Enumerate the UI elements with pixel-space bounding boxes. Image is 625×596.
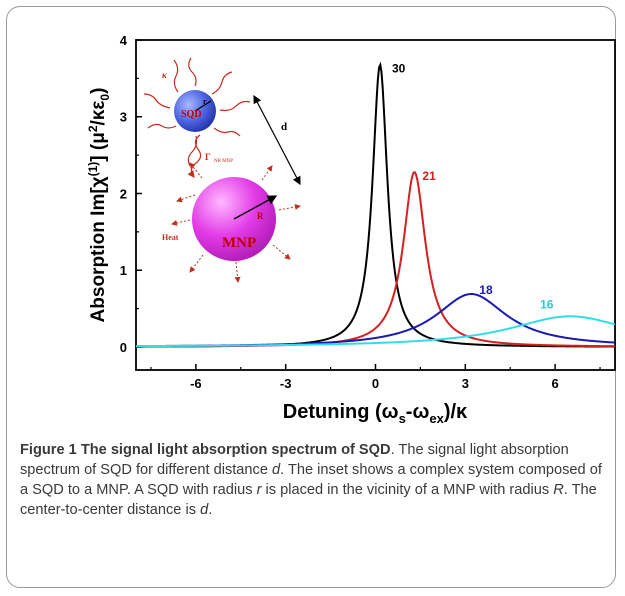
y-axis-ticks: 0 1 2 3 4 <box>120 33 142 355</box>
mnp-label: MNP <box>222 235 256 251</box>
series-group <box>136 61 615 348</box>
caption-text-3: is placed in the vicinity of a MNP with … <box>261 482 554 498</box>
caption-d-1: d <box>272 462 281 478</box>
x-tick-label: 6 <box>552 376 559 391</box>
series-label-18: 18 <box>479 283 493 297</box>
caption-r: r <box>256 482 262 498</box>
sqd-emission-rays <box>143 57 251 167</box>
caption-text-4: . The center-to-center distance is <box>20 482 597 518</box>
peak-labels: 30 21 18 16 <box>392 62 554 312</box>
chart: -6 -3 0 3 6 0 1 2 3 4 30 21 18 16 Detuning (ωs-ωex)… <box>86 33 616 426</box>
mnp-radius-line <box>233 195 278 220</box>
y-tick-label: 1 <box>120 263 127 278</box>
caption-text-2: . The inset shows a complex system compo… <box>20 462 602 498</box>
mnp-radius-label: R <box>257 211 264 221</box>
x-tick-label: -6 <box>190 376 202 391</box>
sqd-radius-line <box>194 100 212 112</box>
y-tick-label: 4 <box>120 33 128 48</box>
series-label-16: 16 <box>540 297 554 311</box>
sqd-label: SQD <box>181 109 202 120</box>
distance-arrow <box>253 94 301 186</box>
x-tick-label: 0 <box>372 376 379 391</box>
distance-label: d <box>281 121 287 133</box>
y-tick-label: 0 <box>120 340 127 355</box>
gamma-sub-label: NR MNP <box>214 159 233 164</box>
inset-diagram: κ r SQD Γ NR MNP R MNP Heat d <box>143 57 301 283</box>
y-axis-title: Absorption Im[χ(1)] (μ2/κε0) <box>86 88 112 323</box>
coupling-wave <box>187 134 202 178</box>
y-tick-label: 2 <box>120 186 127 201</box>
series-label-30: 30 <box>392 62 406 76</box>
x-tick-label: -3 <box>280 376 292 391</box>
caption-title: Figure 1 The signal light absorption spe… <box>20 442 391 458</box>
caption-d-2: d <box>200 502 209 518</box>
x-axis-ticks: -6 -3 0 3 6 <box>150 364 601 391</box>
series-line-16 <box>136 315 615 348</box>
caption-text-1: . The signal light absorption spectrum o… <box>20 442 569 478</box>
figure-card <box>6 6 616 588</box>
heat-label: Heat <box>162 233 179 242</box>
caption-R: R <box>553 482 564 498</box>
y-tick-label: 3 <box>120 110 127 125</box>
x-tick-label: 3 <box>462 376 469 391</box>
kappa-label: κ <box>162 70 167 80</box>
series-label-21: 21 <box>422 169 436 183</box>
caption-text-5: . <box>208 502 213 518</box>
gamma-label: Γ <box>205 152 211 162</box>
x-axis-title: Detuning (ωs-ωex)/κ <box>283 401 468 426</box>
figure-caption: Figure 1 The signal light absorption spe… <box>20 440 606 520</box>
sqd-radius-label: r <box>203 97 207 106</box>
